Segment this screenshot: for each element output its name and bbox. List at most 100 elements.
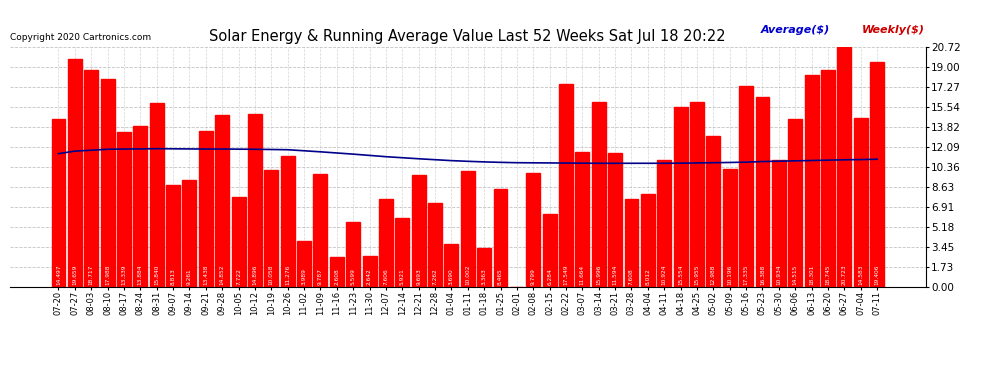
Bar xyxy=(805,75,819,287)
Text: 11.664: 11.664 xyxy=(580,266,585,285)
Text: 7.606: 7.606 xyxy=(383,269,388,285)
Bar xyxy=(281,156,295,287)
Text: 7.608: 7.608 xyxy=(629,269,634,285)
Text: 8.813: 8.813 xyxy=(170,269,175,285)
Text: 15.996: 15.996 xyxy=(596,265,601,285)
Bar xyxy=(853,118,867,287)
Text: 18.301: 18.301 xyxy=(809,265,814,285)
Bar xyxy=(101,78,115,287)
Text: 14.583: 14.583 xyxy=(858,265,863,285)
Bar xyxy=(707,136,721,287)
Bar xyxy=(772,160,786,287)
Text: 3.363: 3.363 xyxy=(482,269,487,285)
Bar xyxy=(166,185,180,287)
Bar xyxy=(723,169,737,287)
Bar xyxy=(690,102,704,287)
Text: 10.002: 10.002 xyxy=(465,265,470,285)
Bar xyxy=(149,104,163,287)
Bar xyxy=(625,199,639,287)
Text: 11.276: 11.276 xyxy=(285,265,290,285)
Bar xyxy=(395,218,409,287)
Bar xyxy=(379,199,393,287)
Bar xyxy=(755,97,769,287)
Bar xyxy=(870,62,884,287)
Bar xyxy=(673,107,688,287)
Text: 13.339: 13.339 xyxy=(122,265,127,285)
Text: 9.787: 9.787 xyxy=(318,268,323,285)
Text: Average($): Average($) xyxy=(761,25,830,35)
Bar xyxy=(460,171,475,287)
Bar xyxy=(248,114,262,287)
Text: 14.515: 14.515 xyxy=(793,265,798,285)
Bar xyxy=(559,84,573,287)
Text: 10.924: 10.924 xyxy=(661,265,666,285)
Bar xyxy=(494,189,508,287)
Text: 13.438: 13.438 xyxy=(203,265,208,285)
Bar xyxy=(740,86,753,287)
Text: 12.988: 12.988 xyxy=(711,265,716,285)
Text: 2.608: 2.608 xyxy=(335,269,340,285)
Text: 19.406: 19.406 xyxy=(874,265,879,285)
Text: 10.058: 10.058 xyxy=(269,265,274,285)
Bar xyxy=(199,131,213,287)
Bar xyxy=(412,175,426,287)
Bar xyxy=(346,222,360,287)
Bar xyxy=(527,173,541,287)
Bar xyxy=(788,119,802,287)
Text: 17.335: 17.335 xyxy=(743,265,748,285)
Text: 19.659: 19.659 xyxy=(72,265,77,285)
Bar xyxy=(838,47,851,287)
Text: 9.261: 9.261 xyxy=(187,269,192,285)
Text: Weekly($): Weekly($) xyxy=(861,25,925,35)
Text: 8.465: 8.465 xyxy=(498,269,503,285)
Text: 9.799: 9.799 xyxy=(531,268,536,285)
Bar xyxy=(657,160,671,287)
Text: 18.717: 18.717 xyxy=(89,265,94,285)
Bar xyxy=(68,59,82,287)
Text: 11.594: 11.594 xyxy=(613,265,618,285)
Text: 5.599: 5.599 xyxy=(350,268,355,285)
Bar xyxy=(117,132,131,287)
Text: 14.896: 14.896 xyxy=(252,265,257,285)
Text: 3.690: 3.690 xyxy=(448,269,453,285)
Bar xyxy=(264,170,278,287)
Bar xyxy=(477,248,491,287)
Bar xyxy=(445,244,458,287)
Text: 3.989: 3.989 xyxy=(302,268,307,285)
Text: 15.955: 15.955 xyxy=(694,265,700,285)
Text: 2.642: 2.642 xyxy=(367,269,372,285)
Bar xyxy=(543,214,556,287)
Text: 7.262: 7.262 xyxy=(433,269,438,285)
Bar xyxy=(362,256,376,287)
Text: 18.745: 18.745 xyxy=(826,265,831,285)
Bar xyxy=(330,256,344,287)
Text: 15.840: 15.840 xyxy=(154,265,159,285)
Bar xyxy=(84,70,98,287)
Bar xyxy=(575,152,589,287)
Bar xyxy=(821,70,835,287)
Bar xyxy=(51,119,65,287)
Text: 5.921: 5.921 xyxy=(400,269,405,285)
Text: 17.549: 17.549 xyxy=(563,265,568,285)
Text: 13.884: 13.884 xyxy=(138,265,143,285)
Text: 7.722: 7.722 xyxy=(236,268,242,285)
Bar xyxy=(232,197,246,287)
Text: 14.852: 14.852 xyxy=(220,265,225,285)
Bar xyxy=(182,180,196,287)
Text: 10.196: 10.196 xyxy=(728,265,733,285)
Text: 16.388: 16.388 xyxy=(760,265,765,285)
Text: 14.497: 14.497 xyxy=(56,265,61,285)
Bar xyxy=(314,174,328,287)
Bar xyxy=(215,115,229,287)
Text: 20.723: 20.723 xyxy=(842,265,846,285)
Bar xyxy=(134,126,148,287)
Text: 15.554: 15.554 xyxy=(678,265,683,285)
Text: 6.284: 6.284 xyxy=(547,269,552,285)
Text: 0.008: 0.008 xyxy=(515,268,520,285)
Title: Solar Energy & Running Average Value Last 52 Weeks Sat Jul 18 20:22: Solar Energy & Running Average Value Las… xyxy=(210,29,726,44)
Text: 17.988: 17.988 xyxy=(105,265,110,285)
Bar xyxy=(592,102,606,287)
Bar xyxy=(641,194,654,287)
Bar xyxy=(608,153,622,287)
Bar xyxy=(297,241,311,287)
